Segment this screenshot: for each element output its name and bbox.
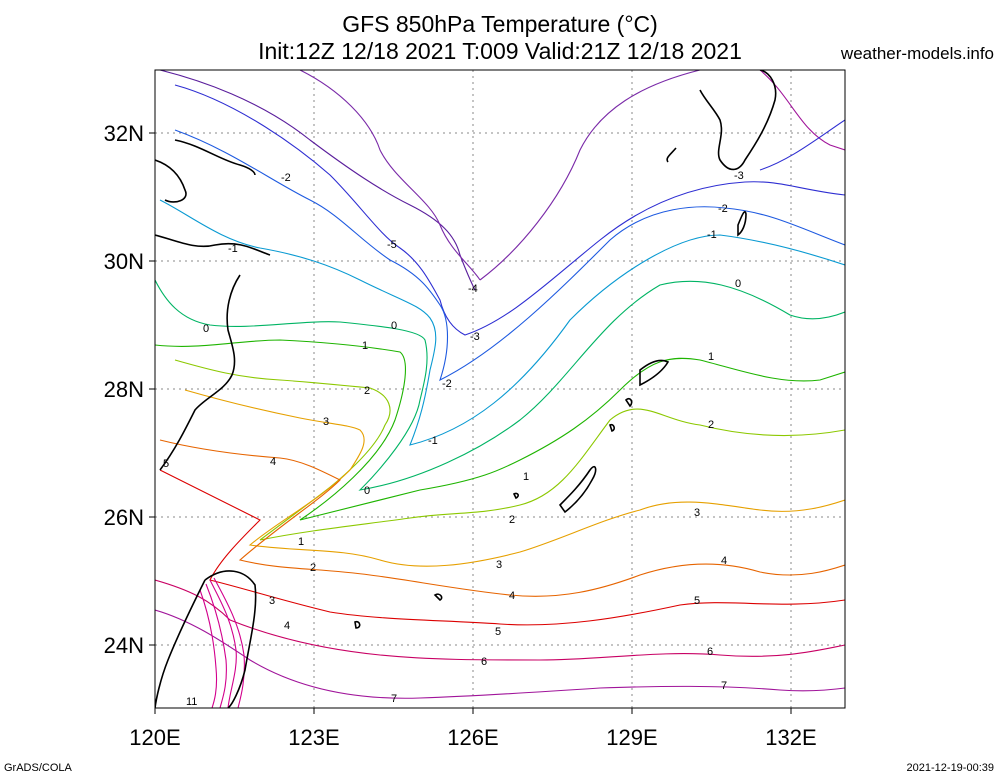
y-tick-label: 30N: [104, 249, 144, 274]
contour-line: [174, 84, 845, 336]
contour-label: 0: [364, 485, 370, 497]
site-label: weather-models.info: [840, 44, 994, 63]
x-tick-label: 123E: [288, 725, 339, 750]
contour-line: [155, 609, 845, 699]
contour-label: -1: [707, 229, 717, 241]
contour-label: 0: [203, 323, 209, 335]
coastlines: [155, 70, 777, 708]
contour-label: 1: [362, 340, 368, 352]
contour-label: 3: [323, 416, 329, 428]
contour-label: -1: [228, 243, 238, 255]
x-tick-label: 129E: [606, 725, 657, 750]
contour-line: [174, 129, 845, 382]
contour-label: 3: [694, 507, 700, 519]
contour-label: 6: [481, 656, 487, 668]
contour-label: 4: [721, 555, 727, 567]
contour-label: 4: [509, 590, 515, 602]
contour-line: [759, 70, 845, 151]
contour-label: 1: [523, 471, 529, 483]
contour-label: 0: [391, 320, 397, 332]
contour-label: -2: [718, 203, 728, 215]
tick-marks: [149, 132, 792, 714]
timestamp-label: 2021-12-19-00:39: [906, 762, 994, 774]
contour-line: [155, 279, 845, 491]
contour-label: 2: [310, 562, 316, 574]
contour-label: 5: [694, 595, 700, 607]
contour-label: 2: [708, 419, 714, 431]
contour-label: -5: [387, 239, 397, 251]
contour-label: -2: [442, 378, 452, 390]
contour-line: [159, 439, 845, 597]
contour-line: [479, 70, 701, 281]
y-tick-label: 32N: [104, 121, 144, 146]
contour-label: 4: [270, 456, 276, 468]
y-tick-label: 24N: [104, 633, 144, 658]
contour-line: [209, 579, 237, 708]
contour-label: -4: [468, 283, 478, 295]
credit-label: GrADS/COLA: [4, 762, 72, 774]
contour-label: 7: [391, 693, 397, 705]
x-tick-label: 120E: [129, 725, 180, 750]
contour-line: [205, 583, 227, 708]
contour-label: 3: [496, 559, 502, 571]
contour-label: 6: [707, 646, 713, 658]
contour-label: 7: [721, 680, 727, 692]
contour-labels: -5 -4 -3 -3 -2 -2 -2 -1 -1 -1 0 0 0 0 1 …: [163, 170, 744, 708]
contour-line: [759, 119, 845, 171]
contour-line: [159, 469, 845, 626]
x-tick-label: 132E: [765, 725, 816, 750]
contour-label: 5: [163, 458, 169, 470]
contour-label: 0: [735, 278, 741, 290]
x-axis-labels: 120E 123E 126E 129E 132E: [129, 725, 816, 750]
contour-label: -3: [470, 331, 480, 343]
contour-label: 1: [708, 351, 714, 363]
contour-line: [174, 359, 845, 541]
contour-line: [184, 389, 845, 567]
contour-line: [199, 589, 218, 708]
contour-line: [159, 70, 476, 291]
contour-label: -3: [734, 170, 744, 182]
contour-line: [299, 70, 481, 281]
contour-label: 3: [269, 595, 275, 607]
y-axis-labels: 24N 26N 28N 30N 32N: [104, 121, 144, 658]
y-tick-label: 26N: [104, 505, 144, 530]
contour-line: [155, 339, 845, 521]
y-tick-label: 28N: [104, 377, 144, 402]
x-tick-label: 126E: [447, 725, 498, 750]
contour-label: -1: [428, 435, 438, 447]
contour-label: 2: [509, 514, 515, 526]
contour-line: [159, 199, 845, 446]
contour-label: -2: [281, 172, 291, 184]
contour-label: 4: [284, 620, 290, 632]
contour-label: 5: [495, 626, 501, 638]
grid: [155, 70, 845, 708]
contour-label: 11: [186, 696, 197, 708]
contour-line: [155, 579, 845, 661]
contour-label: 1: [298, 536, 304, 548]
contour-label: 2: [364, 385, 370, 397]
map-subtitle: Init:12Z 12/18 2021 T:009 Valid:21Z 12/1…: [258, 38, 742, 64]
contour-line: [213, 577, 245, 708]
map-title: GFS 850hPa Temperature (°C): [342, 11, 658, 37]
